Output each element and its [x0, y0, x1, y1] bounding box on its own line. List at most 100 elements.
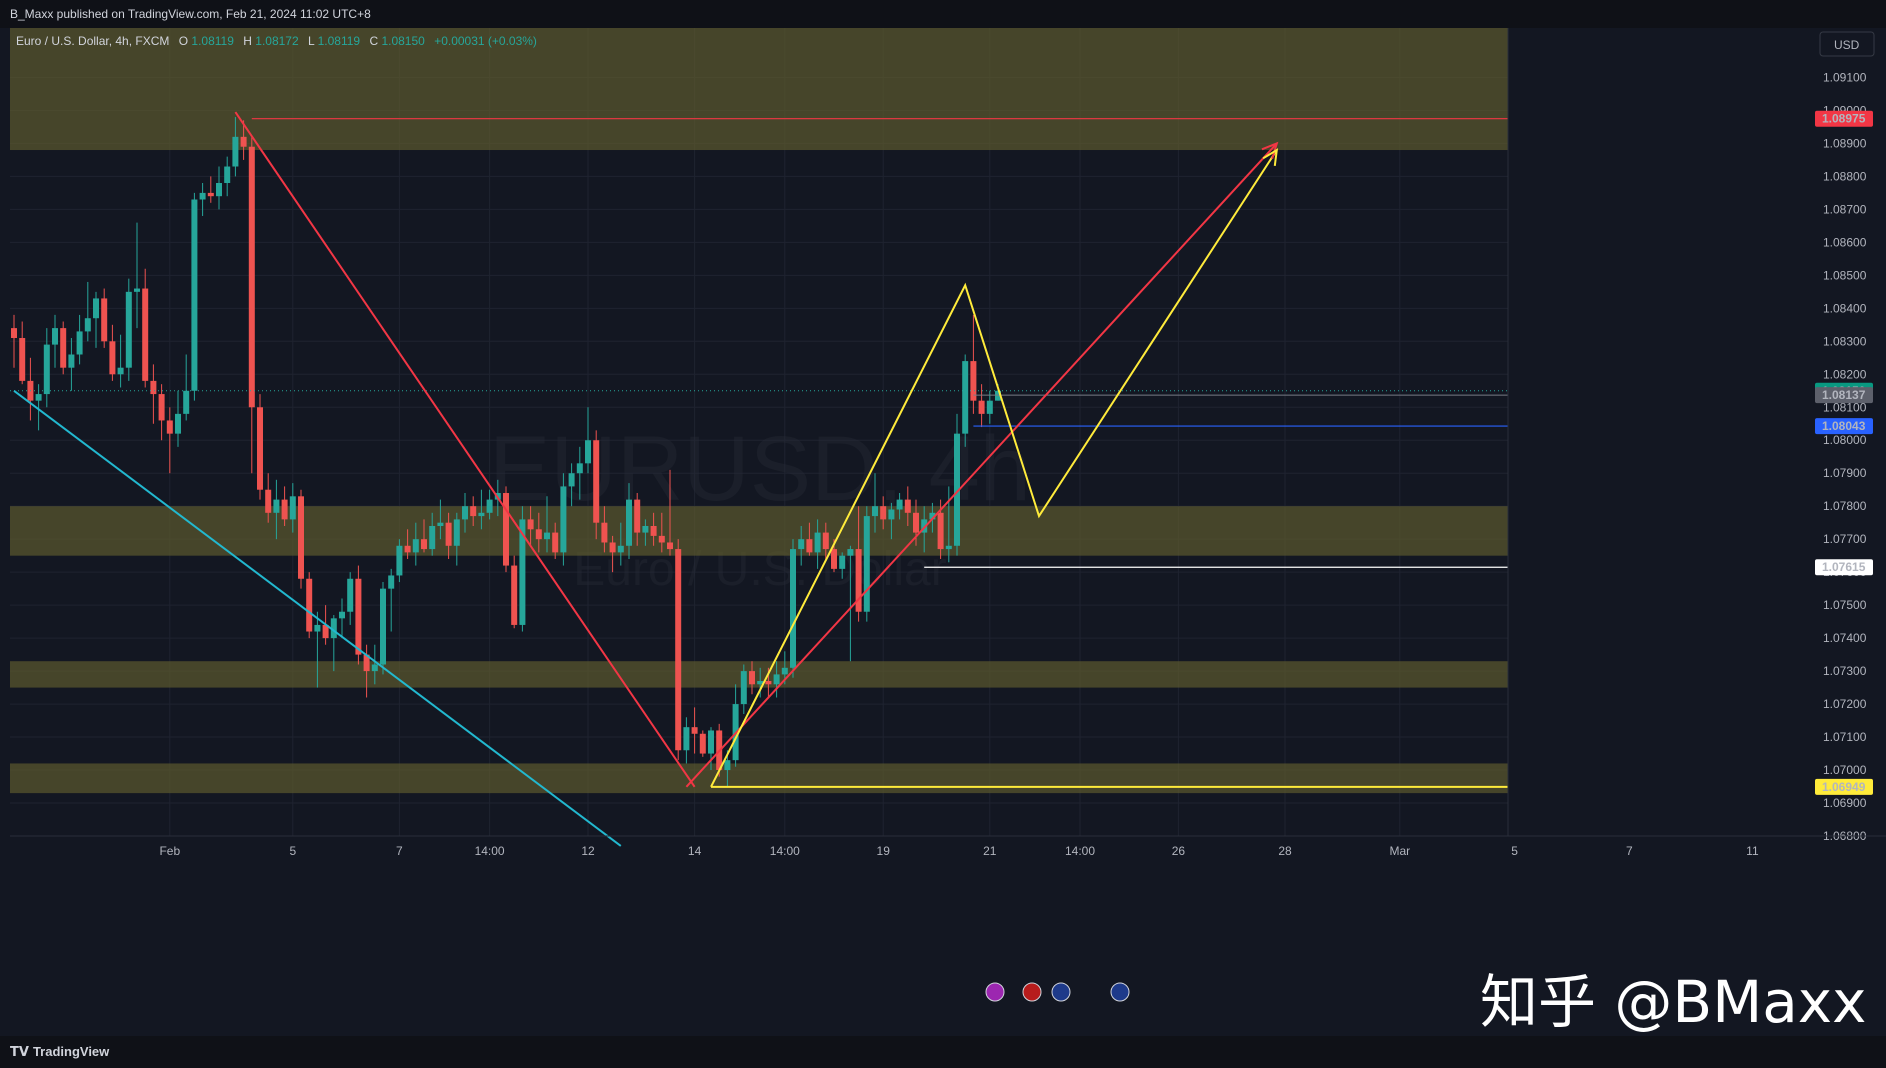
candle — [888, 502, 895, 540]
candle-body — [486, 499, 493, 513]
price-label: 1.08043 — [1815, 418, 1873, 435]
candle-body — [240, 136, 247, 147]
candle-body — [330, 618, 337, 639]
candle — [191, 192, 198, 401]
tradingview-logo[interactable]: 𝗧𝗩 TradingView — [10, 1044, 109, 1060]
candle-body — [19, 338, 26, 381]
candle — [872, 473, 878, 533]
us-flag-icon[interactable] — [1022, 982, 1042, 1002]
time-tick-label: 14:00 — [770, 844, 800, 858]
arrow-head — [1262, 148, 1279, 167]
price-tick-label: 1.08100 — [1823, 400, 1867, 414]
lightning-icon[interactable] — [985, 982, 1005, 1002]
candle-body — [937, 512, 944, 550]
zone-rect — [10, 506, 1508, 556]
price-label-bg — [1815, 387, 1873, 404]
candle-body — [798, 539, 805, 550]
price-label-bg — [1815, 418, 1873, 435]
candle-body — [257, 407, 263, 490]
candle-body — [806, 539, 813, 553]
price-tick-label: 1.07000 — [1823, 763, 1867, 777]
candle-body — [790, 549, 796, 668]
candle — [658, 512, 665, 553]
price-tick-label: 1.08800 — [1823, 169, 1867, 183]
price-tick-label: 1.09100 — [1823, 70, 1867, 84]
price-tick-label: 1.07500 — [1823, 598, 1867, 612]
candle-body — [76, 331, 83, 355]
candle-body — [437, 522, 444, 526]
price-label-text: 1.07615 — [1822, 560, 1866, 574]
eu-flag-icon[interactable] — [1051, 982, 1071, 1002]
zone-rect — [10, 763, 1508, 794]
candle-body — [248, 146, 255, 408]
candle-body — [363, 654, 370, 672]
candle — [339, 598, 345, 639]
candle-body — [921, 519, 928, 533]
zone-rect — [10, 28, 1508, 151]
price-label: 1.08137 — [1815, 387, 1873, 404]
candle — [84, 281, 91, 342]
candle — [76, 314, 83, 365]
candle — [757, 667, 764, 698]
price-axis: 1.091001.090001.089001.088001.087001.086… — [1507, 28, 1886, 843]
candle-body — [904, 499, 911, 513]
price-tick-label: 1.08600 — [1823, 235, 1867, 249]
price-tick-label: 1.07400 — [1823, 631, 1867, 645]
candle — [371, 644, 378, 685]
candle — [330, 615, 337, 672]
candle — [822, 522, 829, 559]
candle — [396, 539, 403, 583]
legend-high: 1.08172 — [255, 34, 299, 48]
price-label: 1.08975 — [1815, 110, 1873, 127]
price-tick-label: 1.07100 — [1823, 730, 1867, 744]
candles — [11, 117, 1001, 787]
candle-body — [675, 549, 682, 751]
trend-line — [685, 142, 1278, 788]
candle-body — [109, 341, 116, 375]
candle — [790, 539, 796, 678]
currency-button[interactable]: USD — [1819, 31, 1875, 57]
candle-body — [552, 532, 559, 553]
candle-body — [404, 545, 411, 553]
candle-body — [101, 298, 108, 342]
candle — [855, 506, 862, 622]
candle — [773, 661, 780, 698]
candle — [699, 730, 706, 757]
candle-body — [749, 671, 755, 685]
price-label-text: 1.08975 — [1822, 112, 1866, 126]
candle-body — [142, 288, 149, 381]
candle-body — [158, 394, 165, 421]
candle — [306, 572, 313, 639]
time-tick-label: 7 — [1626, 844, 1633, 858]
time-tick-label: 19 — [877, 844, 891, 858]
candle — [175, 390, 181, 447]
price-tick-label: 1.07200 — [1823, 697, 1867, 711]
candle-body — [954, 433, 960, 546]
author-watermark: 知乎 @BMaxx — [1480, 968, 1867, 1036]
candle-body — [429, 525, 436, 550]
time-axis: Feb 5 7 14:00 12 14 14:00 19 21 14:00 26 28 Mar 5 7 11 — [10, 835, 1886, 858]
price-tick-label: 1.07300 — [1823, 664, 1867, 678]
candle-body — [929, 512, 936, 520]
candle — [101, 288, 108, 348]
candle-body — [421, 539, 427, 550]
candle-body — [470, 506, 477, 517]
legend-close: 1.08150 — [381, 34, 425, 48]
candle-body — [191, 199, 198, 391]
candle — [298, 489, 304, 589]
candle — [93, 291, 99, 348]
candle — [708, 727, 714, 771]
eu-flag-icon[interactable] — [1110, 982, 1130, 1002]
candle — [347, 572, 354, 625]
candle — [568, 463, 575, 507]
candle-body — [896, 499, 903, 510]
candle-body — [839, 555, 846, 569]
candle — [945, 486, 952, 563]
candle — [601, 506, 608, 553]
candle-body — [724, 760, 731, 771]
candle — [962, 354, 969, 447]
currency-label: USD — [1834, 38, 1860, 52]
candle — [388, 568, 395, 632]
price-tick-label: 1.08700 — [1823, 202, 1867, 216]
